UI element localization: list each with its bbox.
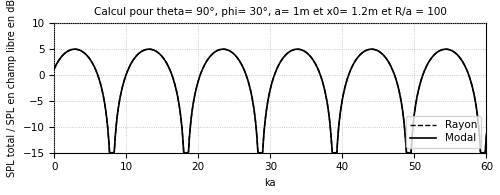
Modal xyxy=(472,95,478,97)
X-axis label: ka: ka xyxy=(264,178,276,188)
Line: Modal: Modal xyxy=(54,49,486,153)
Modal xyxy=(262,122,268,125)
Rayon xyxy=(74,48,80,51)
Modal xyxy=(51,68,57,70)
Rayon xyxy=(106,152,112,154)
Modal xyxy=(74,48,80,51)
Rayon xyxy=(471,94,477,96)
Title: Calcul pour theta= 90°, phi= 30°, a= 1m et x0= 1.2m et R/a = 100: Calcul pour theta= 90°, phi= 30°, a= 1m … xyxy=(94,7,447,17)
Rayon xyxy=(392,75,398,78)
Y-axis label: SPL total / SPL en champ libre en dB: SPL total / SPL en champ libre en dB xyxy=(7,0,17,177)
Modal xyxy=(392,75,398,78)
Rayon xyxy=(472,95,478,97)
Modal xyxy=(484,133,490,135)
Modal xyxy=(72,48,78,50)
Legend: Rayon, Modal: Rayon, Modal xyxy=(406,116,481,148)
Modal xyxy=(471,94,477,96)
Rayon xyxy=(484,133,490,135)
Rayon xyxy=(262,122,268,125)
Line: Rayon: Rayon xyxy=(54,49,486,153)
Modal xyxy=(250,104,256,106)
Modal xyxy=(106,152,112,154)
Rayon xyxy=(250,104,256,106)
Rayon xyxy=(72,48,78,50)
Rayon xyxy=(51,68,57,70)
